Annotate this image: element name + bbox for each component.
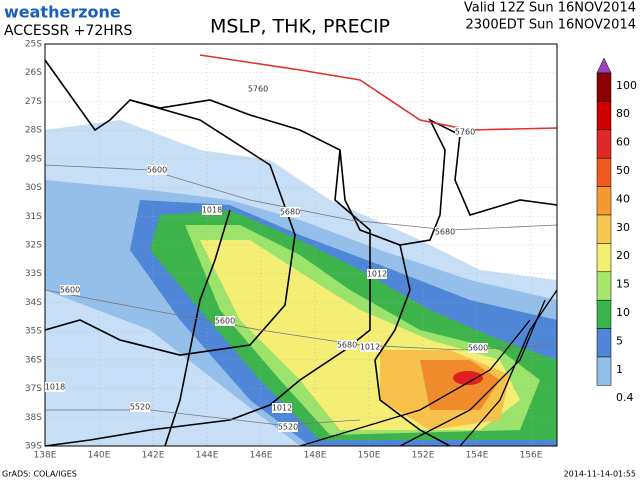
contour-label-box [130,402,150,412]
lon-label: 140E [88,451,111,461]
borders [44,59,558,447]
model-label: ACCESSR +72HRS [4,23,132,39]
lat-label: 37S [25,384,42,394]
contour-label-box [278,422,298,432]
contour-label-box [360,342,380,352]
contour-label: 1018 [45,383,65,392]
contour-label-box [45,382,65,392]
contour-label: 5680 [435,228,455,237]
lon-label: 152E [412,451,435,461]
lat-label: 34S [25,298,42,308]
contour-label-box [147,165,167,175]
colorbar-swatch [596,186,612,216]
logo: weatherzone [4,3,121,22]
contour-label: 5600 [60,286,80,295]
lat-label: 35S [25,327,42,337]
contour-label: 5760 [455,128,475,137]
lat-label: 26S [25,68,42,78]
map-frame [44,43,558,447]
lat-labels: 25S 26S 27S 28S 29S 30S 31S 32S 33S 34S 35S 36S 37S 3… [25,40,42,452]
colorbar-label: 0.4 [616,391,634,404]
colorbar-label: 20 [616,249,630,262]
lat-label: 25S [25,40,42,50]
colorbar-swatch [596,72,612,102]
lon-label: 156E [520,451,543,461]
colorbar-label: 5 [616,334,623,347]
footer-left: GrADS: COLA/IGES [2,470,77,479]
precip-area [420,360,500,410]
colorbar-label: 30 [616,221,630,234]
colorbar-label: 50 [616,164,630,177]
contour-label: 1018 [202,206,222,215]
colorbar-label: 1 [616,363,623,376]
contour-label-box [337,340,357,350]
contour-label: 1012 [360,343,380,352]
contour-label-box [272,403,292,413]
lon-label: 148E [304,451,327,461]
colorbar-swatch [596,214,612,244]
contour-label-box [468,343,488,353]
colorbar-label: 10 [616,306,630,319]
colorbar-swatch [596,328,612,358]
lon-label: 154E [466,451,489,461]
lat-label: 33S [25,269,42,279]
colorbar-label: 100 [616,79,637,92]
contour-label-box [60,285,80,295]
thickness-5760 [199,54,558,131]
lat-label: 32S [25,241,42,251]
contour-label: 5600 [215,317,235,326]
contour-label-box [215,316,235,326]
contour-label: 5520 [278,423,298,432]
contour-label: 5600 [468,344,488,353]
footer-right: 2014-11-14-01:55 [564,470,636,479]
contour-label-box [367,269,387,279]
lon-label: 144E [196,451,219,461]
lon-label: 142E [142,451,165,461]
contour-label: 1012 [272,404,292,413]
colorbar-swatch [596,356,612,386]
colorbar: 100 80 60 50 40 30 20 15 10 5 1 0.4 [596,57,637,404]
colorbar-label: 15 [616,278,630,291]
contour-label-box [280,207,300,217]
colorbar-swatch [596,157,612,187]
colorbar-label: 40 [616,192,630,205]
lat-label: 29S [25,154,42,164]
map-title: MSLP, THK, PRECIP [210,16,390,38]
lon-label: 138E [34,451,57,461]
lat-label: 30S [25,183,42,193]
contour-labels: 5760 5760 5680 5680 5600 5600 5600 5600 5520 5520… [45,84,488,432]
colorbar-swatch [596,129,612,159]
colorbar-swatch [596,271,612,301]
contour-label: 1012 [367,270,387,279]
colorbar-label: 80 [616,107,630,120]
contour-label: 5680 [280,208,300,217]
contour-label: 5520 [130,403,150,412]
lat-label: 36S [25,355,42,365]
lat-label: 39S [25,442,42,452]
lat-label: 31S [25,212,42,222]
lon-label: 150E [358,451,381,461]
lat-label: 38S [25,413,42,423]
colorbar-swatch [596,101,612,131]
lat-label: 27S [25,97,42,107]
map-area [44,43,558,447]
contour-label-box [202,205,222,215]
isobars [299,289,558,447]
contour-label: 5760 [248,85,268,94]
precip-area [453,371,483,385]
colorbar-swatch [596,299,612,329]
local-time: 2300EDT Sun 16NOV2014 [466,18,637,33]
colorbar-swatch [596,243,612,273]
lat-label: 28S [25,126,42,136]
valid-time: Valid 12Z Sun 16NOV2014 [464,1,636,16]
contour-label-box [248,84,268,94]
lon-labels: 138E 140E 142E 144E 146E 148E 150E 152E 154E 156E [34,451,543,461]
contour-label-box [435,227,455,237]
contour-label-box [455,127,475,137]
lon-label: 146E [250,451,273,461]
contour-label: 5680 [337,341,357,350]
colorbar-label: 60 [616,136,630,149]
contour-label: 5600 [147,166,167,175]
